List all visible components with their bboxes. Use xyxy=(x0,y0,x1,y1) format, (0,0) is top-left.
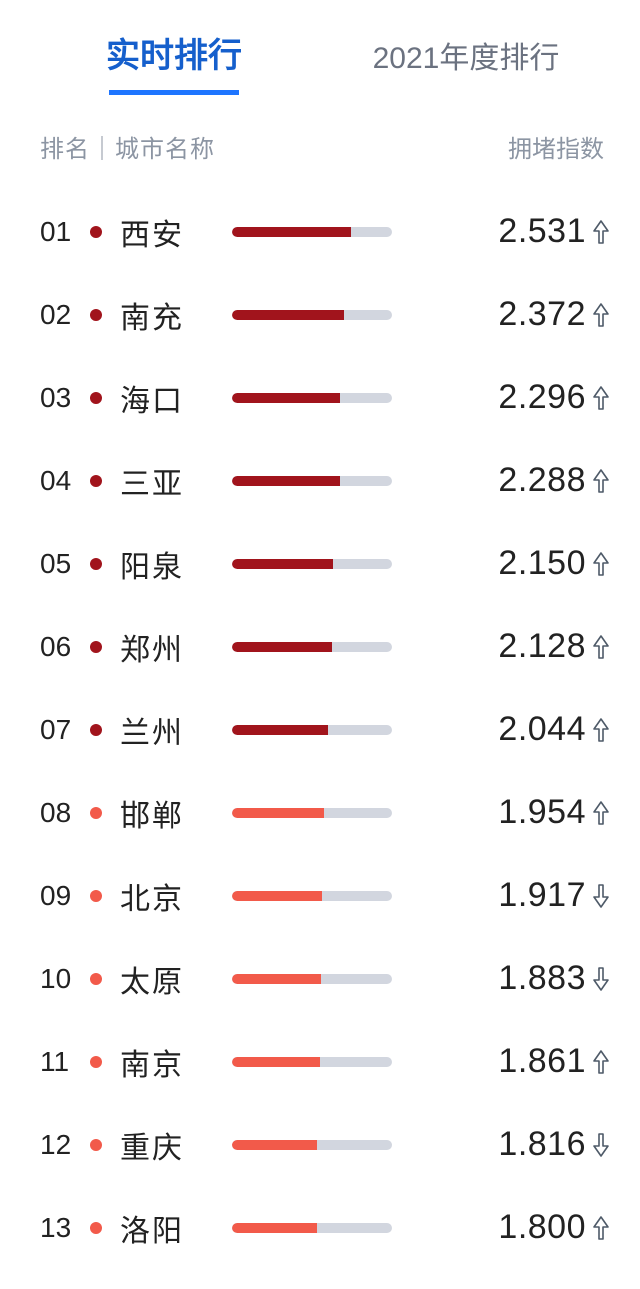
trend-up-icon xyxy=(586,1049,616,1075)
rank-dot-icon xyxy=(90,475,102,487)
congestion-bar xyxy=(230,642,456,652)
congestion-index: 1.917 xyxy=(456,876,586,915)
rank-dot-icon xyxy=(90,309,102,321)
city-name: 兰州 xyxy=(120,708,230,752)
rank-dot-icon xyxy=(90,807,102,819)
city-name: 邯郸 xyxy=(120,791,230,835)
rank-number: 12 xyxy=(40,1129,84,1161)
ranking-row[interactable]: 07 兰州 2.044 xyxy=(40,688,616,771)
congestion-bar xyxy=(230,1223,456,1233)
city-name: 重庆 xyxy=(120,1123,230,1167)
congestion-bar xyxy=(230,310,456,320)
trend-down-icon xyxy=(586,1132,616,1158)
city-name: 南京 xyxy=(120,1040,230,1084)
congestion-bar xyxy=(230,1140,456,1150)
city-name: 西安 xyxy=(120,210,230,254)
rank-number: 07 xyxy=(40,714,84,746)
city-name: 北京 xyxy=(120,874,230,918)
congestion-bar xyxy=(230,227,456,237)
congestion-index: 1.883 xyxy=(456,959,586,998)
congestion-index: 1.861 xyxy=(456,1042,586,1081)
trend-up-icon xyxy=(586,551,616,577)
rank-number: 02 xyxy=(40,299,84,331)
congestion-bar xyxy=(230,808,456,818)
congestion-index: 2.044 xyxy=(456,710,586,749)
city-name: 洛阳 xyxy=(120,1206,230,1250)
ranking-row[interactable]: 01 西安 2.531 xyxy=(40,190,616,273)
congestion-bar xyxy=(230,476,456,486)
congestion-index: 2.288 xyxy=(456,461,586,500)
congestion-bar xyxy=(230,725,456,735)
traffic-ranking-page: 实时排行 2021年度排行 排名｜城市名称 拥堵指数 01 西安 2.531 02 南充… xyxy=(0,0,640,1289)
column-header-rank-city: 排名｜城市名称 xyxy=(40,129,424,164)
congestion-index: 2.296 xyxy=(456,378,586,417)
ranking-row[interactable]: 13 洛阳 1.800 xyxy=(40,1186,616,1269)
column-headers: 排名｜城市名称 拥堵指数 xyxy=(0,95,640,184)
rank-dot-icon xyxy=(90,890,102,902)
trend-up-icon xyxy=(586,385,616,411)
rank-number: 01 xyxy=(40,216,84,248)
trend-up-icon xyxy=(586,1215,616,1241)
city-name: 郑州 xyxy=(120,625,230,669)
trend-up-icon xyxy=(586,717,616,743)
ranking-row[interactable]: 02 南充 2.372 xyxy=(40,273,616,356)
congestion-index: 2.150 xyxy=(456,544,586,583)
rank-dot-icon xyxy=(90,1056,102,1068)
city-name: 阳泉 xyxy=(120,542,230,586)
ranking-list: 01 西安 2.531 02 南充 2.372 03 海口 2.296 04 三亚 2.288 05 阳泉… xyxy=(0,184,640,1289)
trend-down-icon xyxy=(586,883,616,909)
rank-dot-icon xyxy=(90,973,102,985)
city-name: 太原 xyxy=(120,957,230,1001)
ranking-row[interactable]: 10 太原 1.883 xyxy=(40,937,616,1020)
congestion-index: 2.372 xyxy=(456,295,586,334)
trend-down-icon xyxy=(586,966,616,992)
rank-number: 03 xyxy=(40,382,84,414)
congestion-index: 1.800 xyxy=(456,1208,586,1247)
congestion-bar xyxy=(230,559,456,569)
rank-number: 11 xyxy=(40,1046,84,1078)
ranking-row[interactable]: 09 北京 1.917 xyxy=(40,854,616,937)
ranking-row[interactable]: 08 邯郸 1.954 xyxy=(40,771,616,854)
rank-dot-icon xyxy=(90,226,102,238)
rank-number: 05 xyxy=(40,548,84,580)
rank-number: 09 xyxy=(40,880,84,912)
congestion-bar xyxy=(230,974,456,984)
congestion-index: 1.954 xyxy=(456,793,586,832)
rank-dot-icon xyxy=(90,392,102,404)
ranking-row[interactable]: 05 阳泉 2.150 xyxy=(40,522,616,605)
trend-up-icon xyxy=(586,634,616,660)
city-name: 海口 xyxy=(120,376,230,420)
trend-up-icon xyxy=(586,468,616,494)
ranking-row[interactable]: 11 南京 1.861 xyxy=(40,1020,616,1103)
rank-dot-icon xyxy=(90,1139,102,1151)
ranking-row[interactable]: 06 郑州 2.128 xyxy=(40,605,616,688)
congestion-index: 2.128 xyxy=(456,627,586,666)
rank-dot-icon xyxy=(90,724,102,736)
column-header-index: 拥堵指数 xyxy=(424,129,604,164)
city-name: 三亚 xyxy=(120,459,230,503)
tab-realtime[interactable]: 实时排行 xyxy=(28,28,320,95)
trend-up-icon xyxy=(586,219,616,245)
tabs: 实时排行 2021年度排行 xyxy=(0,0,640,95)
ranking-row[interactable]: 04 三亚 2.288 xyxy=(40,439,616,522)
rank-dot-icon xyxy=(90,558,102,570)
tab-annual[interactable]: 2021年度排行 xyxy=(320,33,612,95)
congestion-bar xyxy=(230,393,456,403)
congestion-bar xyxy=(230,891,456,901)
congestion-bar xyxy=(230,1057,456,1067)
rank-number: 13 xyxy=(40,1212,84,1244)
rank-number: 10 xyxy=(40,963,84,995)
rank-number: 08 xyxy=(40,797,84,829)
rank-number: 04 xyxy=(40,465,84,497)
congestion-index: 2.531 xyxy=(456,212,586,251)
trend-up-icon xyxy=(586,302,616,328)
trend-up-icon xyxy=(586,800,616,826)
rank-dot-icon xyxy=(90,1222,102,1234)
rank-number: 06 xyxy=(40,631,84,663)
congestion-index: 1.816 xyxy=(456,1125,586,1164)
city-name: 南充 xyxy=(120,293,230,337)
ranking-row[interactable]: 03 海口 2.296 xyxy=(40,356,616,439)
ranking-row[interactable]: 12 重庆 1.816 xyxy=(40,1103,616,1186)
rank-dot-icon xyxy=(90,641,102,653)
